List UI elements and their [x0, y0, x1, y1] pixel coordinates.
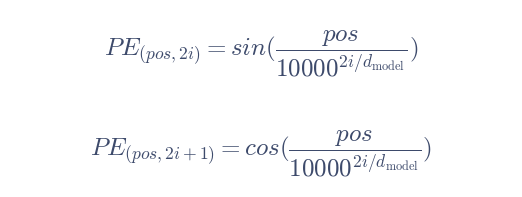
Text: $\mathit{PE}_{(pos,2i+1)} = \mathit{cos}(\dfrac{\mathit{pos}}{10000^{2i/d_{\math: $\mathit{PE}_{(pos,2i+1)} = \mathit{cos}… [90, 128, 432, 179]
Text: $\mathit{PE}_{(pos,2i)} = \mathit{sin}(\dfrac{\mathit{pos}}{10000^{2i/d_{\mathrm: $\mathit{PE}_{(pos,2i)} = \mathit{sin}(\… [104, 28, 418, 79]
